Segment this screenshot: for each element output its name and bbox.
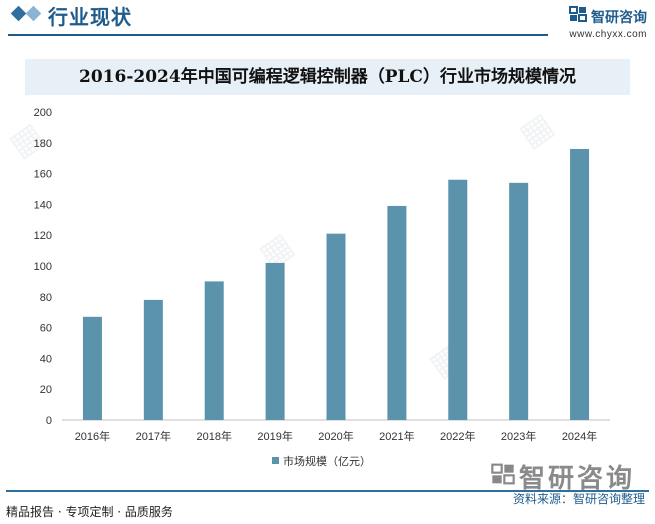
brand-url: www.chyxx.com (569, 29, 647, 40)
brand-name: 智研咨询 (591, 9, 647, 26)
footer-brand: 智研咨询 (490, 458, 635, 495)
footer-brand-name: 智研咨询 (518, 464, 635, 494)
bar (265, 262, 285, 420)
x-tick-label: 2023年 (501, 429, 536, 443)
x-tick-label: 2022年 (440, 429, 475, 443)
y-tick-label: 100 (34, 261, 52, 273)
header-divider (8, 34, 548, 36)
brand-logo-icon (568, 6, 587, 27)
bar (82, 316, 102, 420)
bar (509, 182, 529, 420)
footer-divider (6, 490, 649, 492)
x-tick-label: 2017年 (136, 429, 171, 443)
footer: 精品报告 · 专项定制 · 品质服务 资料来源：智研咨询整理 (0, 490, 655, 524)
bar (570, 148, 590, 420)
source-note: 资料来源：智研咨询整理 (512, 492, 645, 506)
bar (204, 281, 224, 420)
bar (326, 233, 346, 420)
brand: 智研咨询 www.chyxx.com (568, 6, 647, 40)
chart-title: 2016-2024年中国可编程逻辑控制器（PLC）行业市场规模情况 (25, 59, 630, 95)
y-tick-label: 200 (34, 107, 52, 119)
bar-chart: 0 20 40 60 80 100 120 140 160 180 200 2016年 2017年 201… (34, 107, 610, 468)
legend-label: 市场规模（亿元） (283, 454, 371, 468)
y-tick-label: 40 (40, 353, 52, 365)
y-tick-label: 140 (34, 199, 52, 211)
x-tick-label: 2018年 (196, 429, 231, 443)
bar (143, 299, 163, 420)
y-tick-label: 120 (34, 230, 52, 242)
x-tick-label: 2019年 (257, 429, 292, 443)
x-tick-label: 2016年 (75, 429, 110, 443)
y-tick-label: 20 (40, 384, 52, 396)
x-tick-label: 2020年 (318, 429, 353, 443)
footer-tagline: 精品报告 · 专项定制 · 品质服务 (6, 505, 173, 519)
y-tick-label: 60 (40, 323, 52, 335)
y-tick-label: 80 (40, 292, 52, 304)
y-tick-label: 160 (34, 169, 52, 181)
y-tick-label: 0 (46, 415, 52, 427)
x-tick-label: 2024年 (562, 429, 597, 443)
bar (387, 205, 407, 420)
header: 行业现状 智研咨询 www.chyxx.com (0, 0, 655, 40)
x-tick-label: 2021年 (379, 429, 414, 443)
section-title: 行业现状 (48, 5, 132, 29)
legend-swatch (272, 457, 279, 464)
brand-logo-icon (490, 463, 515, 490)
bar (448, 179, 468, 420)
y-tick-label: 180 (34, 138, 52, 150)
